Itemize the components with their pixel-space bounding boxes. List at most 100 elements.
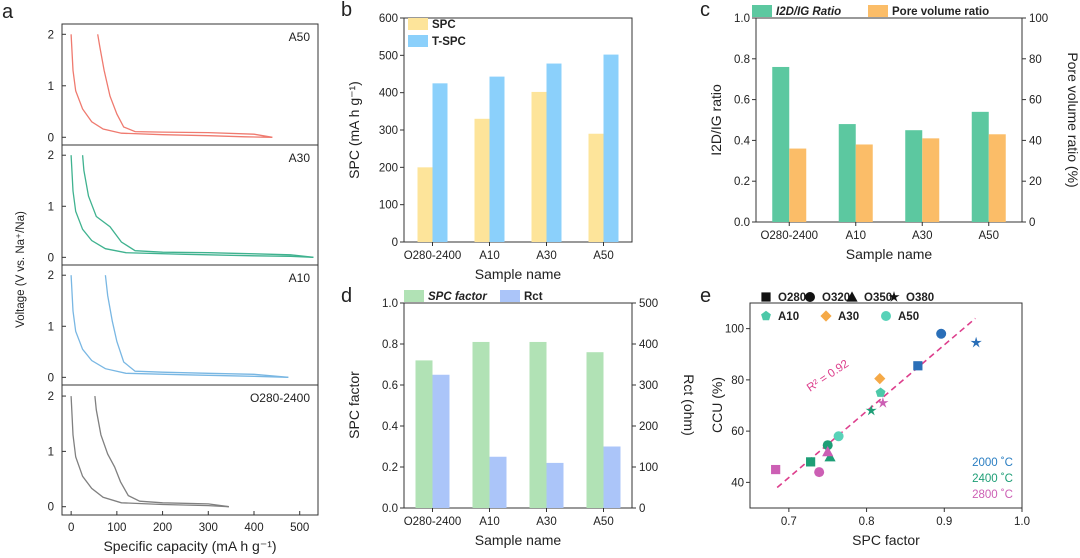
legend-label: T-SPC [432, 36, 466, 48]
legend-label: Pore volume ratio [892, 6, 989, 18]
charge-curve-O280-2400 [94, 396, 229, 508]
legend-marker-a10 [761, 310, 771, 321]
temperature-label: 2400 ˚C [972, 473, 1013, 485]
x-tick-label: A10 [846, 230, 866, 242]
data-point-pentagon-11 [875, 387, 886, 397]
x-tick-label: A30 [536, 250, 556, 262]
bar-i2d-ig-ratio-a10 [838, 124, 856, 222]
x-tick-label: 1.0 [1014, 516, 1030, 528]
y-tick-label: 0.6 [382, 380, 398, 392]
legend-label: A30 [838, 311, 859, 323]
y-tick-label: 60 [731, 426, 744, 438]
legend-swatch-t-spc [408, 35, 428, 47]
data-point-star-10 [877, 397, 889, 408]
y-right-tick-label: 200 [639, 421, 658, 433]
legend-swatch [868, 5, 888, 17]
y-right-axis-title: Pore volume ratio (%) [1065, 52, 1080, 187]
y-tick-label: 0.0 [382, 503, 398, 515]
bar-spc-factor-a50 [586, 352, 604, 508]
bar-t-spc-a10 [489, 76, 505, 242]
x-tick-label: A10 [479, 516, 499, 528]
y-axis-title: I2D/IG ratio [708, 84, 724, 156]
y-tick-label: 2 [48, 391, 54, 403]
y-tick-label: 2 [48, 270, 54, 282]
legend-swatch [752, 5, 772, 17]
y-axis-title: SPC (mA h g⁻¹) [346, 81, 362, 179]
y-tick-label: 100 [379, 200, 398, 212]
y-tick-label: 0.8 [382, 339, 398, 351]
data-point-square-0 [913, 361, 923, 371]
data-point-star-2 [970, 336, 982, 348]
legend-label: SPC [432, 19, 456, 31]
legend-label: O350 [864, 292, 892, 304]
x-tick-label: 100 [107, 522, 126, 534]
y-right-tick-label: 40 [1029, 135, 1042, 147]
data-point-circle-4 [822, 440, 833, 451]
bar-i2d-ig-ratio-a30 [905, 130, 923, 222]
subplot-frame-A10 [61, 264, 319, 386]
panel-e-ccu-scatter: 0.7 0.8 0.9 1.0 40 60 80 100 SPC factor CCU (%) O2… [709, 291, 1030, 548]
y-tick-label: 400 [379, 88, 398, 100]
panel-a-voltage-profiles: 0 1 2 A50 0 1 2 A30 0 1 2 A10 0 1 2 O280-2400 0 100 200 300… [15, 23, 319, 554]
data-point-circle-1 [936, 328, 947, 339]
plot-frame [755, 17, 1023, 223]
y-tick-label: 0.6 [734, 95, 750, 107]
y-tick-label: 80 [731, 375, 744, 387]
temperature-label: 2800 ˚C [972, 489, 1013, 501]
legend-label: O320 [822, 292, 850, 304]
legend-label: A50 [898, 311, 919, 323]
data-point-circle-13 [833, 431, 844, 442]
bar-spc-factor-a30 [529, 341, 547, 508]
subplot-label: A50 [289, 30, 311, 44]
discharge-curve-A50 [70, 34, 273, 138]
bar-spc-factor-o280-2400 [415, 360, 433, 508]
y-tick-label: 0.8 [734, 54, 750, 66]
bar-pore-volume-ratio-a10 [855, 144, 873, 222]
x-tick-label: A30 [912, 230, 932, 242]
y-tick-label: 0 [48, 502, 54, 514]
y-tick-label: 0 [48, 132, 54, 144]
legend-marker-o380 [888, 291, 900, 302]
data-point-square-7 [771, 464, 781, 475]
y-tick-label: 1 [48, 321, 54, 333]
y-tick-label: 200 [379, 162, 398, 174]
legend-marker-o280 [761, 292, 771, 302]
y-tick-label: 0 [48, 372, 54, 384]
y-right-tick-label: 0 [639, 503, 645, 515]
panel-d-spc-factor-bar-chart: 0.0 0.2 0.4 0.6 0.8 1.0 0 100 200 300 400 500 O280-2… [346, 290, 697, 548]
bar-t-spc-o280-2400 [432, 83, 448, 242]
x-tick-label: 0.7 [781, 516, 797, 528]
bar-t-spc-a30 [546, 63, 562, 243]
bar-spc-a30 [531, 91, 547, 242]
panel-letter-d: d [341, 285, 352, 307]
y-tick-label: 2 [48, 150, 54, 162]
legend-label: A10 [778, 311, 799, 323]
bar-i2d-ig-ratio-o280-2400 [772, 66, 790, 223]
x-axis-title: SPC factor [852, 532, 920, 548]
y-right-tick-label: 60 [1029, 95, 1042, 107]
y-tick-label: 0.4 [382, 421, 399, 433]
y-tick-label: 0 [392, 237, 398, 249]
x-tick-label: 0.9 [936, 516, 952, 528]
x-tick-label: 0.8 [859, 516, 875, 528]
legend-label: Rct [524, 291, 543, 303]
legend-swatch [404, 290, 424, 302]
x-tick-label: A50 [593, 516, 613, 528]
y-axis-title: CCU (%) [709, 377, 725, 433]
charge-curve-A50 [97, 34, 273, 138]
data-point-triangle-5 [824, 451, 836, 462]
fit-r-squared-label: R² = 0.92 [805, 358, 851, 395]
plot-frame [403, 302, 633, 509]
y-axis-title: Voltage (V vs. Na⁺/Na) [15, 211, 27, 328]
x-axis-title: Sample name [475, 532, 562, 548]
charge-curve-A10 [104, 275, 289, 378]
legend-label: I2D/IG Ratio [776, 6, 841, 18]
legend-marker-a50 [881, 311, 891, 321]
x-tick-label: O280-2400 [404, 250, 462, 262]
x-tick-label: A10 [479, 250, 499, 262]
y-right-tick-label: 0 [1029, 217, 1035, 229]
x-tick-label: 200 [153, 522, 172, 534]
legend-label: O280 [778, 292, 806, 304]
plot-frame [749, 302, 1023, 509]
